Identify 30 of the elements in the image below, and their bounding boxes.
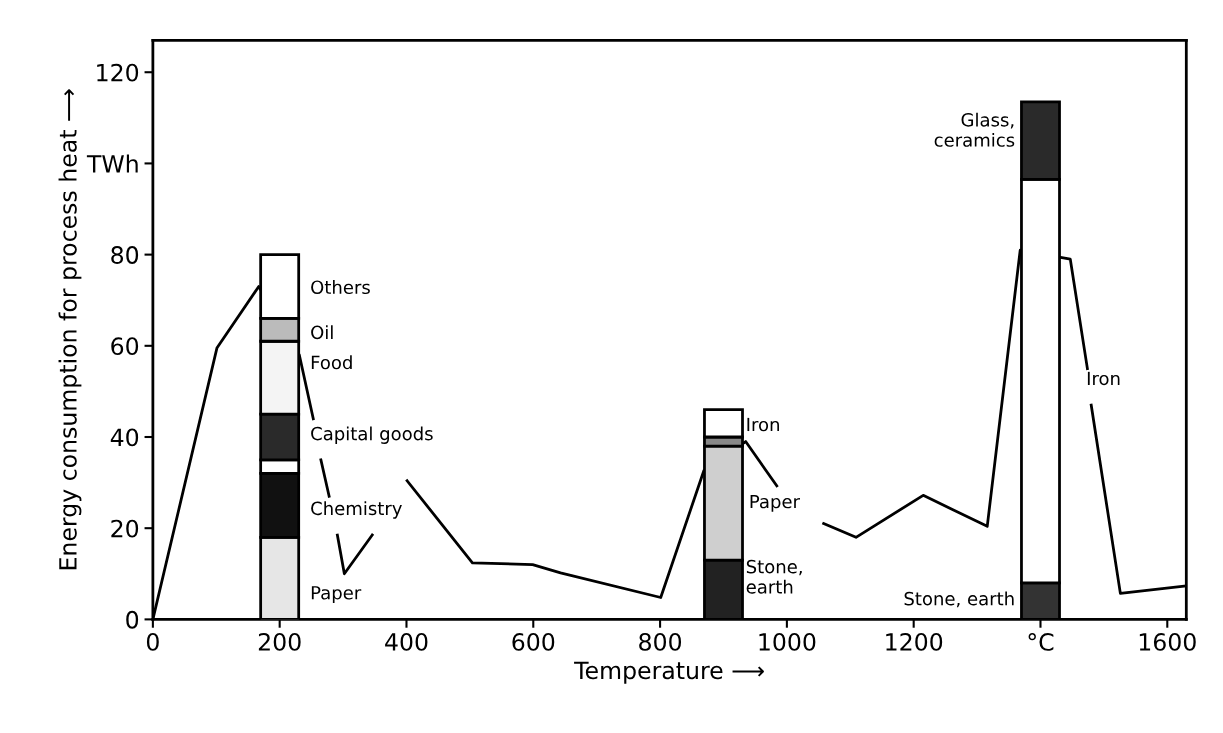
x-tick-label: 1200 [886,633,943,651]
x-tick-label: 200 [258,633,301,651]
annotation: Paper [750,494,800,512]
annotation: Food [311,355,352,370]
y-tick-label: 20 [111,519,139,538]
annotation: Stone, earth [904,591,1014,608]
x-tick-label: 1000 [759,633,816,651]
y-tick-label: 40 [110,428,139,447]
x-axis-title: Temperature ⟶ [574,661,764,684]
annotation: Others [311,280,370,295]
y-axis-title: Energy consumption for process heat ⟶ [58,89,82,570]
annotation: Chemistry [311,501,402,519]
annotation: Iron [747,417,779,432]
annotation: Stone, earth [746,559,802,594]
annotation: Capital goods [311,426,433,444]
annotation: Iron [1087,371,1120,386]
y-tick-label: 120 [97,63,139,82]
x-tick-label: °C [1028,633,1054,651]
annotation: Oil [311,325,333,340]
annotation: Paper [311,586,362,604]
y-tick-label: 0 [126,610,139,629]
x-tick-label: 1600 [1139,633,1196,651]
x-tick-label: 600 [512,633,555,651]
y-tick-label: TWh [86,154,138,173]
x-tick-label: 800 [639,633,682,651]
y-tick-label: 60 [111,337,139,356]
y-tick-label: 80 [111,246,139,264]
annotation: Glass, ceramics [934,112,1015,147]
x-tick-label: 400 [385,633,428,651]
x-tick-label: 0 [146,633,159,651]
